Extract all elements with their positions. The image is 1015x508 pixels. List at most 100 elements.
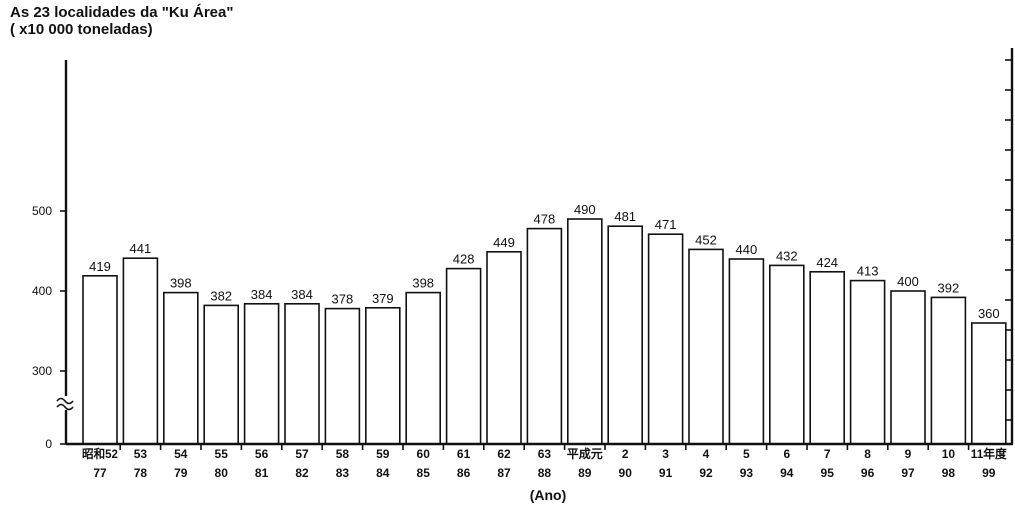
bar-85 bbox=[405, 291, 442, 445]
x-tick-label-bottom: 96 bbox=[861, 466, 875, 480]
x-tick-label-top: 6 bbox=[783, 447, 790, 461]
chart-title: As 23 localidades da "Ku Área" bbox=[10, 4, 234, 21]
value-labels-group: 419 441 398 382 384 384 378 379 398 428 449 478 490 4… bbox=[89, 202, 1000, 321]
bar-91 bbox=[647, 233, 684, 445]
axis-break-icon bbox=[56, 396, 74, 411]
value-label: 398 bbox=[170, 276, 192, 291]
bar-78 bbox=[122, 257, 159, 445]
value-label: 419 bbox=[89, 259, 111, 274]
x-tick-label-top: 53 bbox=[134, 447, 148, 461]
value-label: 378 bbox=[332, 292, 354, 307]
axes-group bbox=[64, 48, 1014, 446]
bar-94 bbox=[768, 264, 805, 445]
x-tick-label-bottom: 83 bbox=[336, 466, 350, 480]
x-tick-label-top: 4 bbox=[703, 447, 710, 461]
y-tick-label: 300 bbox=[32, 364, 52, 378]
x-tick-label-top: 58 bbox=[336, 447, 350, 461]
x-tick-label-bottom: 84 bbox=[376, 466, 390, 480]
bar-90 bbox=[607, 225, 644, 445]
bar-84 bbox=[364, 306, 401, 445]
x-tick-label-bottom: 81 bbox=[255, 466, 269, 480]
bar-96 bbox=[849, 279, 886, 445]
x-tick-label-bottom: 87 bbox=[497, 466, 511, 480]
x-tick-label-top: 9 bbox=[905, 447, 912, 461]
x-tick-label-bottom: 80 bbox=[215, 466, 229, 480]
x-tick-label-bottom: 89 bbox=[578, 466, 592, 480]
value-label: 432 bbox=[776, 248, 798, 263]
x-tick-label-bottom: 93 bbox=[740, 466, 754, 480]
x-tick-label-bottom: 95 bbox=[821, 466, 835, 480]
x-tick-label-bottom: 88 bbox=[538, 466, 552, 480]
x-tick-label-bottom: 92 bbox=[699, 466, 713, 480]
x-tick-label-bottom: 79 bbox=[174, 466, 188, 480]
value-label: 440 bbox=[736, 242, 758, 257]
value-label: 441 bbox=[130, 241, 152, 256]
bar-93 bbox=[728, 258, 765, 445]
x-tick-label-top: 8 bbox=[864, 447, 871, 461]
bar-88 bbox=[526, 227, 563, 445]
x-tick-label-top: 54 bbox=[174, 447, 188, 461]
x-tick-label-bottom: 78 bbox=[134, 466, 148, 480]
value-label: 471 bbox=[655, 217, 677, 232]
x-tick-label-top: 平成元 bbox=[567, 446, 603, 461]
x-tick-label-top: 59 bbox=[376, 447, 390, 461]
x-tick-label-top: 7 bbox=[824, 447, 831, 461]
bars-group bbox=[82, 218, 1007, 445]
value-label: 382 bbox=[210, 288, 232, 303]
x-tick-label-bottom: 77 bbox=[93, 466, 107, 480]
y-axis-unit-label: ( x10 000 toneladas) bbox=[10, 21, 153, 38]
bar-95 bbox=[809, 270, 846, 445]
value-label: 452 bbox=[695, 232, 717, 247]
chart-title-block: As 23 localidades da "Ku Área" ( x10 000… bbox=[10, 4, 233, 38]
value-label: 392 bbox=[938, 280, 960, 295]
value-label: 428 bbox=[453, 252, 475, 267]
bar-92 bbox=[688, 248, 724, 445]
x-tick-label-top: 60 bbox=[417, 447, 431, 461]
value-label: 360 bbox=[978, 306, 1000, 321]
bar-89 bbox=[566, 218, 603, 445]
y-ticks-group: 0 300 400 500 bbox=[32, 59, 1012, 451]
x-tick-label-bottom: 94 bbox=[780, 466, 794, 480]
value-label: 400 bbox=[897, 274, 919, 289]
x-tick-label-top: 3 bbox=[662, 447, 669, 461]
value-label: 413 bbox=[857, 264, 879, 279]
value-label: 384 bbox=[291, 287, 313, 302]
x-tick-label-top: 2 bbox=[622, 447, 629, 461]
value-label: 481 bbox=[614, 209, 636, 224]
x-tick-label-bottom: 85 bbox=[417, 466, 431, 480]
x-tick-label-top: 昭和52 bbox=[82, 446, 118, 461]
x-tick-label-top: 10 bbox=[942, 447, 956, 461]
x-tick-label-bottom: 98 bbox=[942, 466, 956, 480]
x-tick-label-top: 57 bbox=[295, 447, 309, 461]
x-tick-label-top: 11年度 bbox=[971, 446, 1008, 461]
value-label: 478 bbox=[534, 212, 556, 227]
bar-83 bbox=[324, 307, 361, 445]
x-tick-label-bottom: 90 bbox=[619, 466, 633, 480]
bar-99 bbox=[970, 322, 1007, 445]
bar-97 bbox=[890, 290, 926, 445]
x-tick-label-top: 5 bbox=[743, 447, 750, 461]
x-ticks-group: 昭和52775378547955805681578258835984608561… bbox=[82, 444, 1008, 480]
x-tick-label-top: 63 bbox=[538, 447, 552, 461]
x-tick-label-bottom: 82 bbox=[295, 466, 309, 480]
bar-81 bbox=[243, 302, 280, 445]
y-tick-label: 500 bbox=[32, 204, 52, 218]
bar-80 bbox=[203, 304, 239, 445]
bar-79 bbox=[163, 291, 199, 445]
x-tick-label-top: 55 bbox=[215, 447, 229, 461]
value-label: 384 bbox=[251, 287, 273, 302]
x-tick-label-bottom: 99 bbox=[982, 466, 996, 480]
y-tick-label: 0 bbox=[45, 437, 52, 451]
x-tick-label-bottom: 91 bbox=[659, 466, 673, 480]
bar-86 bbox=[445, 267, 482, 445]
value-label: 424 bbox=[816, 255, 838, 270]
y-tick-label: 400 bbox=[32, 284, 52, 298]
bar-82 bbox=[284, 302, 320, 445]
value-label: 449 bbox=[493, 235, 515, 250]
x-tick-label-top: 56 bbox=[255, 447, 269, 461]
bar-77 bbox=[82, 274, 118, 445]
x-tick-label-bottom: 97 bbox=[901, 466, 915, 480]
value-label: 379 bbox=[372, 291, 394, 306]
bar-98 bbox=[930, 296, 967, 445]
